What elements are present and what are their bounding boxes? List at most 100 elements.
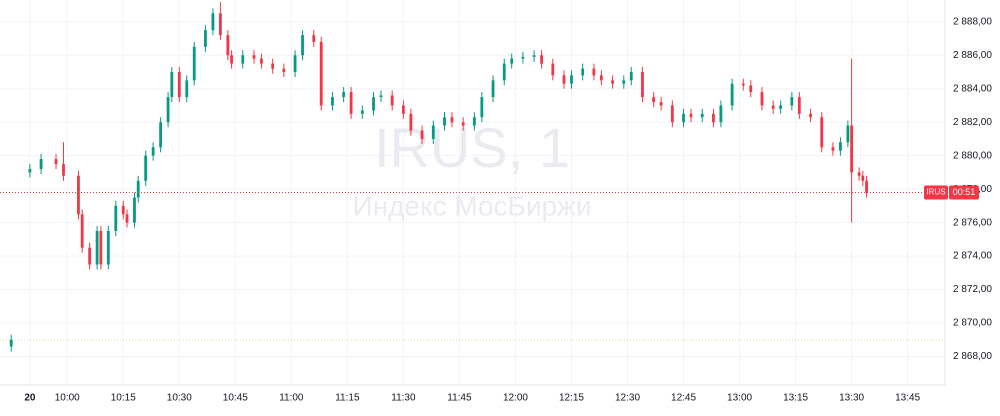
candle-body bbox=[379, 95, 383, 98]
candle-body bbox=[521, 56, 525, 59]
y-tick-label: 2 868,00 bbox=[953, 351, 992, 362]
candle-body bbox=[670, 105, 674, 123]
candle-body bbox=[136, 180, 140, 198]
candle-body bbox=[820, 117, 824, 148]
y-tick-label: 2 870,00 bbox=[953, 318, 992, 329]
candle-body bbox=[443, 117, 446, 126]
candle-body bbox=[831, 147, 835, 151]
candle-body bbox=[282, 68, 286, 72]
candle-body bbox=[170, 71, 174, 98]
candle-body bbox=[211, 13, 215, 31]
grid bbox=[0, 0, 945, 385]
plot-area bbox=[0, 1, 945, 352]
candle-body bbox=[401, 105, 405, 114]
y-tick-label: 2 886,00 bbox=[953, 50, 992, 61]
candle-body bbox=[28, 169, 32, 173]
x-tick-label: 13:45 bbox=[895, 393, 920, 404]
candle-body bbox=[62, 164, 65, 176]
candle-body bbox=[114, 205, 118, 231]
candle-body bbox=[166, 97, 170, 123]
candle-body bbox=[749, 85, 753, 93]
candle-body bbox=[771, 105, 775, 109]
candle-body bbox=[682, 113, 685, 123]
candle-body bbox=[88, 247, 92, 265]
candle-body bbox=[865, 180, 868, 193]
candle-body bbox=[99, 231, 103, 265]
candle-body bbox=[581, 68, 585, 76]
watermark: IRUS, 1 bbox=[374, 116, 570, 179]
candle-body bbox=[77, 175, 80, 215]
candle-body bbox=[409, 113, 413, 131]
candle-body bbox=[797, 97, 801, 114]
candle-body bbox=[226, 35, 230, 56]
y-tick-label: 2 872,00 bbox=[953, 284, 992, 295]
x-tick-label: 13:15 bbox=[783, 393, 808, 404]
candle-body bbox=[450, 117, 454, 123]
candle-body bbox=[80, 214, 84, 248]
candle-body bbox=[54, 159, 58, 165]
candle-body bbox=[9, 339, 13, 347]
symbol-tag-bg bbox=[924, 185, 948, 200]
candle-body bbox=[293, 55, 297, 72]
candle-body bbox=[241, 55, 245, 64]
x-tick-label: 12:00 bbox=[503, 393, 528, 404]
candle-body bbox=[741, 83, 745, 86]
candle-body bbox=[532, 55, 536, 57]
candle-body bbox=[629, 71, 633, 81]
candle-body bbox=[204, 30, 207, 47]
x-tick-label: 10:15 bbox=[111, 393, 136, 404]
candle-body bbox=[39, 159, 43, 170]
candle-body bbox=[271, 63, 275, 69]
candle-body bbox=[342, 92, 346, 98]
candle-body bbox=[260, 58, 263, 64]
candle-body bbox=[218, 13, 222, 36]
candle-body bbox=[372, 97, 375, 111]
candle-body bbox=[850, 125, 854, 173]
x-tick-label: 10:30 bbox=[167, 393, 192, 404]
candle-body bbox=[185, 80, 189, 98]
y-tick-label: 2 874,00 bbox=[953, 251, 992, 262]
candle-body bbox=[319, 41, 323, 106]
candle-body bbox=[301, 35, 304, 56]
x-tick-label: 13:00 bbox=[727, 393, 752, 404]
candle-body bbox=[121, 205, 125, 215]
candle-body bbox=[192, 46, 196, 81]
candle-body bbox=[177, 71, 181, 98]
y-tick-label: 2 884,00 bbox=[953, 83, 992, 94]
candle-body bbox=[125, 214, 129, 223]
candle-body bbox=[659, 102, 663, 106]
candle-body bbox=[551, 63, 555, 76]
candle-body bbox=[431, 125, 435, 139]
candle-body bbox=[159, 122, 163, 148]
x-tick-label: 20 bbox=[24, 393, 36, 404]
candle-body bbox=[592, 68, 596, 76]
candle-body bbox=[106, 231, 110, 265]
candle-body bbox=[839, 142, 842, 151]
candle-body bbox=[151, 147, 155, 156]
x-tick-label: 11:15 bbox=[335, 393, 360, 404]
x-tick-label: 12:30 bbox=[615, 393, 640, 404]
y-tick-label: 2 882,00 bbox=[953, 117, 992, 128]
candle-body bbox=[562, 75, 566, 84]
candle-body bbox=[461, 122, 465, 126]
x-tick-label: 10:00 bbox=[55, 393, 80, 404]
candle-body bbox=[622, 80, 626, 84]
y-tick-label: 2 880,00 bbox=[953, 150, 992, 161]
candle-body bbox=[472, 117, 476, 126]
candle-body bbox=[846, 125, 850, 143]
countdown: 00:51 bbox=[953, 187, 976, 197]
candle-body bbox=[144, 155, 148, 181]
x-tick-label: 11:00 bbox=[279, 393, 304, 404]
candle-body bbox=[420, 130, 424, 139]
countdown-bg bbox=[949, 185, 979, 200]
candle-body bbox=[480, 97, 484, 118]
x-tick-label: 10:45 bbox=[223, 393, 248, 404]
candle-body bbox=[700, 113, 704, 118]
candle-body bbox=[510, 58, 514, 64]
candle-body bbox=[599, 75, 603, 81]
y-tick-label: 2 888,00 bbox=[953, 16, 992, 27]
candle-body bbox=[652, 97, 656, 103]
candle-body bbox=[760, 92, 764, 106]
